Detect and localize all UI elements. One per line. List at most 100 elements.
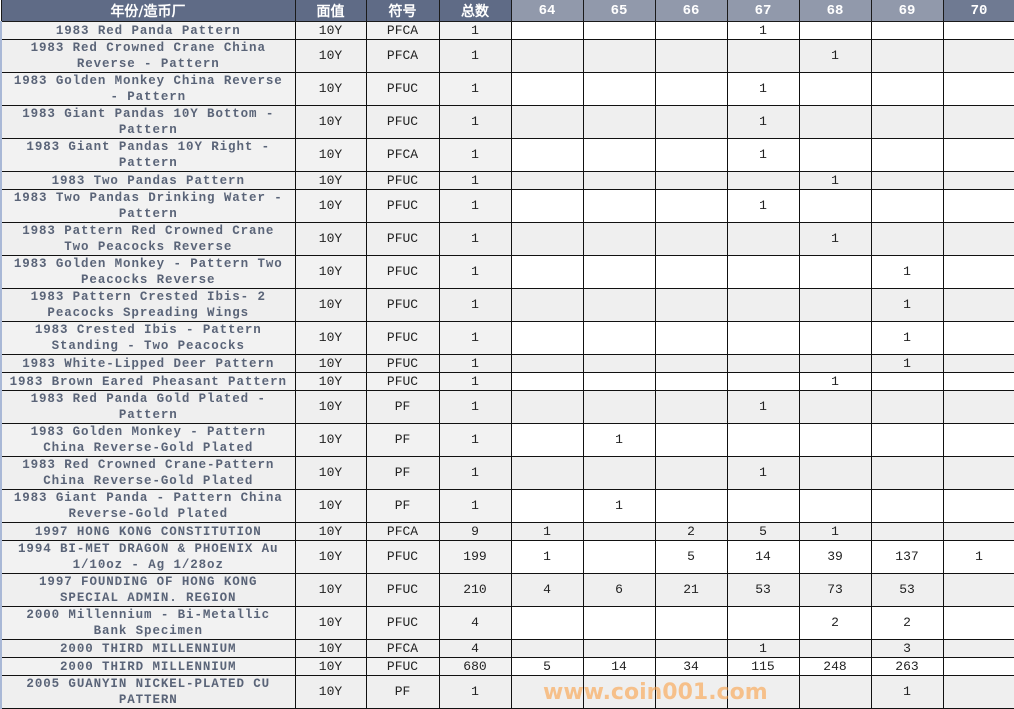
designation-cell: PF [365, 390, 440, 424]
grade-cell-65: 1 [582, 489, 656, 523]
total-cell: 1 [438, 255, 512, 289]
coin-name: 1983 Pattern Crested Ibis- 2 Peacocks Sp… [0, 288, 296, 322]
designation-cell: PFCA [365, 138, 440, 172]
grade-cell-64 [510, 456, 584, 490]
header-grade-64[interactable]: 64 [510, 0, 584, 22]
grade-cell-70 [942, 105, 1014, 139]
grade-cell-68: 248 [798, 657, 872, 676]
designation-cell: PFUC [365, 540, 440, 574]
grade-cell-69: 1 [870, 354, 944, 373]
grade-cell-64: 5 [510, 657, 584, 676]
total-cell: 1 [438, 171, 512, 190]
grade-cell-65 [582, 456, 656, 490]
grade-cell-64 [510, 222, 584, 256]
grade-cell-66 [654, 255, 728, 289]
grade-cell-67 [726, 372, 800, 391]
grade-cell-67: 1 [726, 72, 800, 106]
grade-cell-68: 1 [798, 222, 872, 256]
grade-cell-68 [798, 456, 872, 490]
table-row: 1997 HONG KONG CONSTITUTION 10Y PFCA 9 1 2 5 1 [0, 522, 1014, 541]
grade-cell-69 [870, 189, 944, 223]
grade-cell-64 [510, 189, 584, 223]
grade-cell-69 [870, 171, 944, 190]
grade-cell-70 [942, 423, 1014, 457]
grade-cell-66: 2 [654, 522, 728, 541]
grade-cell-70 [942, 657, 1014, 676]
grade-cell-68 [798, 489, 872, 523]
grade-cell-70 [942, 222, 1014, 256]
grade-cell-66 [654, 639, 728, 658]
grade-cell-70 [942, 288, 1014, 322]
grade-cell-68: 1 [798, 39, 872, 73]
total-cell: 1 [438, 321, 512, 355]
coin-name: 2000 Millennium - Bi-Metallic Bank Speci… [0, 606, 296, 640]
grade-cell-69: 1 [870, 288, 944, 322]
grade-cell-68 [798, 138, 872, 172]
denomination-cell: 10Y [294, 372, 367, 391]
header-grade-66[interactable]: 66 [654, 0, 728, 22]
grade-cell-68 [798, 639, 872, 658]
grade-cell-69: 3 [870, 639, 944, 658]
grade-cell-66 [654, 606, 728, 640]
coin-name: 1983 Two Pandas Pattern [0, 171, 296, 190]
table-row: 1983 Pattern Crested Ibis- 2 Peacocks Sp… [0, 288, 1014, 322]
designation-cell: PFCA [365, 21, 440, 40]
grade-cell-64 [510, 21, 584, 40]
table-row: 1983 Crested Ibis - Pattern Standing - T… [0, 321, 1014, 355]
total-cell: 1 [438, 138, 512, 172]
grade-cell-64: 1 [510, 522, 584, 541]
grade-cell-64 [510, 138, 584, 172]
grade-cell-70 [942, 189, 1014, 223]
denomination-cell: 10Y [294, 606, 367, 640]
grade-cell-68: 73 [798, 573, 872, 607]
grade-cell-69 [870, 390, 944, 424]
grade-cell-64 [510, 171, 584, 190]
grade-cell-65 [582, 21, 656, 40]
grade-cell-66 [654, 372, 728, 391]
grade-cell-69 [870, 21, 944, 40]
coin-name: 1997 FOUNDING OF HONG KONG SPECIAL ADMIN… [0, 573, 296, 607]
header-name[interactable]: 年份/造币厂 [0, 0, 296, 22]
grade-cell-70 [942, 72, 1014, 106]
grade-cell-70 [942, 456, 1014, 490]
header-grade-65[interactable]: 65 [582, 0, 656, 22]
grade-cell-70 [942, 255, 1014, 289]
grade-cell-66 [654, 222, 728, 256]
grade-cell-67: 14 [726, 540, 800, 574]
grade-cell-67 [726, 606, 800, 640]
grade-cell-66 [654, 456, 728, 490]
table-row: 1983 Giant Pandas 10Y Bottom - Pattern 10… [0, 105, 1014, 139]
header-denomination[interactable]: 面值 [294, 0, 367, 22]
header-grade-67[interactable]: 67 [726, 0, 800, 22]
grade-cell-70 [942, 39, 1014, 73]
grade-cell-70 [942, 21, 1014, 40]
table-row: 1983 Red Crowned Crane-Pattern China Rev… [0, 456, 1014, 490]
denomination-cell: 10Y [294, 72, 367, 106]
designation-cell: PFUC [365, 372, 440, 391]
grade-cell-69 [870, 39, 944, 73]
grade-cell-64 [510, 606, 584, 640]
header-grade-68[interactable]: 68 [798, 0, 872, 22]
grade-cell-67: 1 [726, 456, 800, 490]
grade-cell-64 [510, 372, 584, 391]
grade-cell-67: 1 [726, 189, 800, 223]
grade-cell-68 [798, 423, 872, 457]
grade-cell-65: 1 [582, 423, 656, 457]
header-total[interactable]: 总数 [438, 0, 512, 22]
grade-cell-69 [870, 222, 944, 256]
designation-cell: PFUC [365, 255, 440, 289]
table-row: 1983 Golden Monkey - Pattern China Rever… [0, 423, 1014, 457]
total-cell: 1 [438, 372, 512, 391]
denomination-cell: 10Y [294, 639, 367, 658]
denomination-cell: 10Y [294, 456, 367, 490]
header-grade-70[interactable]: 70 [942, 0, 1014, 22]
header-designation[interactable]: 符号 [365, 0, 440, 22]
coin-name: 1983 Golden Monkey China Reverse - Patte… [0, 72, 296, 106]
grade-cell-64 [510, 354, 584, 373]
grade-cell-69 [870, 423, 944, 457]
coin-name: 1983 Red Panda Gold Plated - Pattern [0, 390, 296, 424]
table-row: 2000 THIRD MILLENNIUM 10Y PFUC 680 5 14 34 115 2… [0, 657, 1014, 676]
header-grade-69[interactable]: 69 [870, 0, 944, 22]
grade-cell-64 [510, 489, 584, 523]
total-cell: 1 [438, 21, 512, 40]
